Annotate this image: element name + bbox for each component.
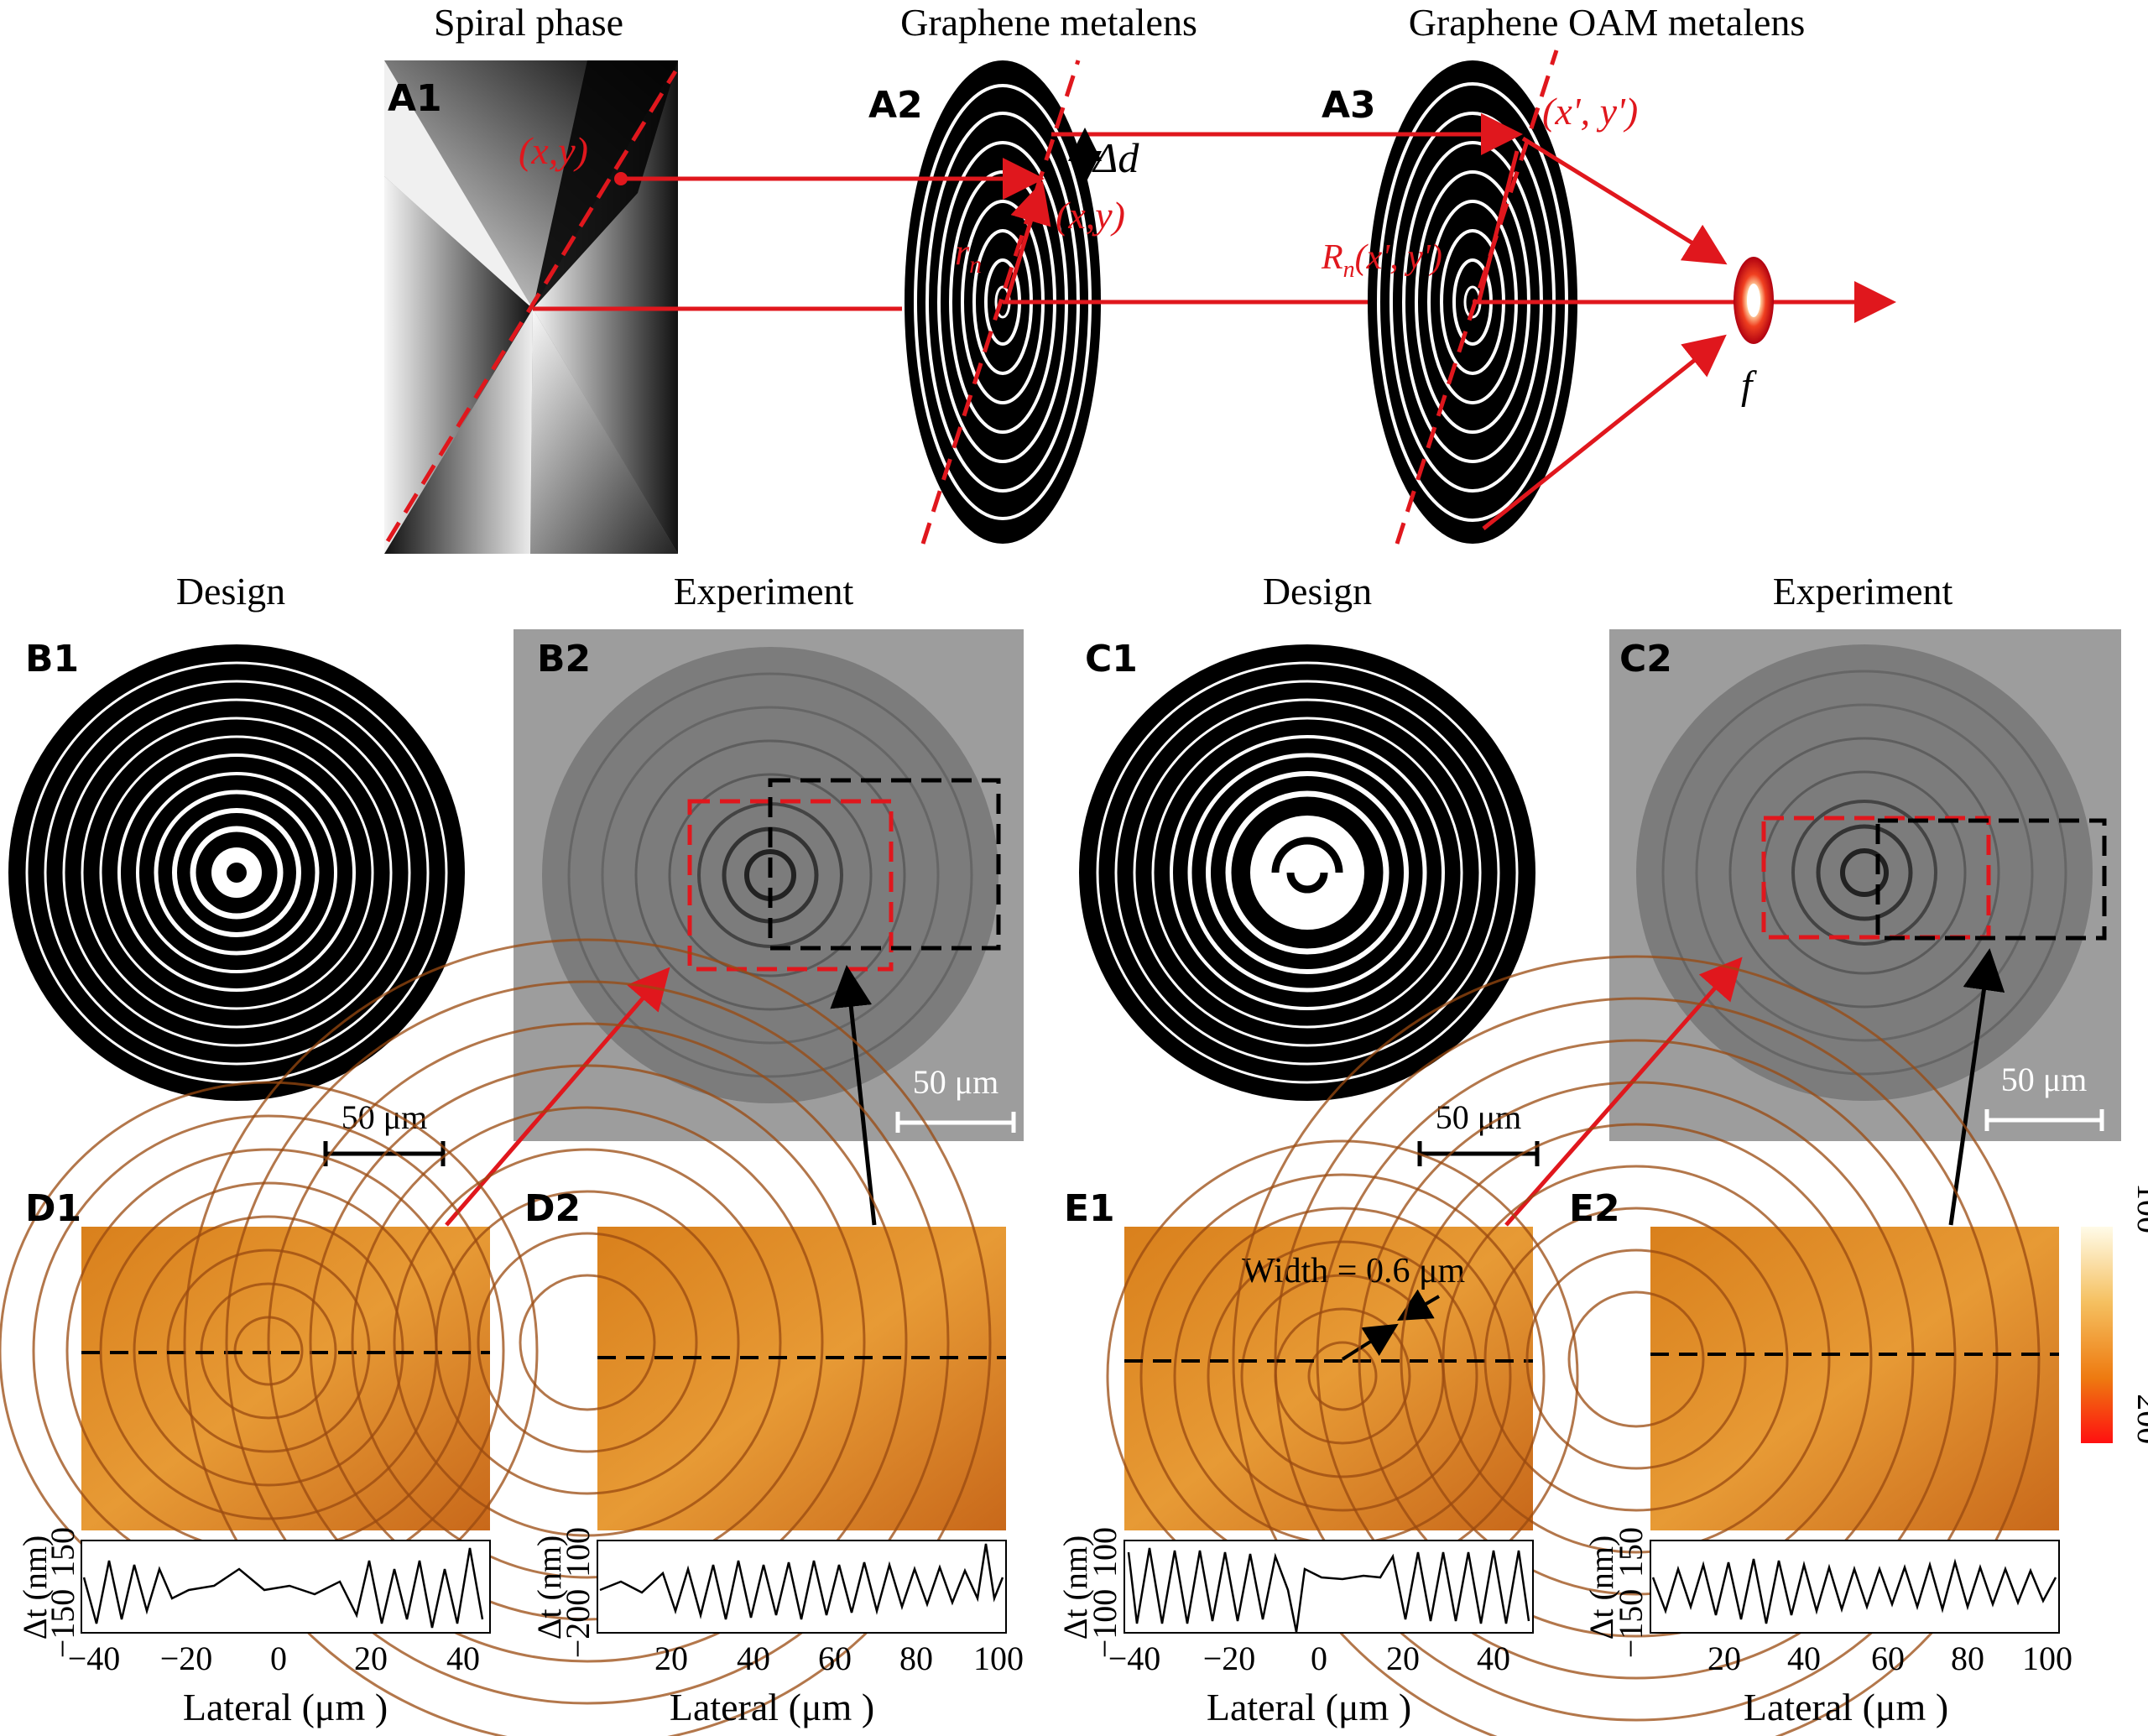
label-e1: E1: [1064, 1187, 1115, 1230]
arrow-d2-to-b2: [830, 965, 877, 1226]
title-graphene-metalens: Graphene metalens: [900, 1, 1197, 44]
profile-e1-ylabel: Δt (nm): [1056, 1535, 1094, 1640]
afm-d2: [183, 938, 1006, 1736]
profile-d1-xlabel: Lateral (μm ): [183, 1686, 388, 1728]
caption-c2: Experiment: [1773, 570, 1953, 613]
scalebar-b2-label: 50 μm: [913, 1063, 999, 1101]
svg-text:−200: −200: [559, 1589, 597, 1659]
design-b1: [8, 644, 465, 1101]
label-a2: A2: [868, 84, 923, 127]
colorbar-min: −200: [2130, 1375, 2148, 1445]
colorbar: [2081, 1227, 2113, 1443]
svg-text:−100: −100: [1086, 1589, 1124, 1659]
colorbar-max: 100: [2130, 1183, 2148, 1233]
svg-text:20: 20: [1707, 1640, 1741, 1677]
caption-b2: Experiment: [674, 570, 854, 613]
svg-text:40: 40: [737, 1640, 770, 1677]
svg-text:60: 60: [818, 1640, 852, 1677]
label-c1: C1: [1085, 638, 1138, 680]
svg-text:−40: −40: [68, 1640, 121, 1677]
arrow-e1-to-c2: [1504, 957, 1743, 1227]
label-b1: B1: [25, 638, 79, 680]
profile-d1-ylabel: Δt (nm): [16, 1535, 54, 1640]
afm-e2: [1232, 955, 2059, 1736]
label-c2: C2: [1619, 638, 1672, 680]
profile-d2-xlabel: Lateral (μm ): [670, 1686, 874, 1728]
arrow-e2-to-c2: [1948, 948, 2005, 1226]
profile-e1: Δt (nm) 100 −100 −40 −20 0 20 40 Lateral…: [1056, 1527, 1534, 1728]
svg-text:150: 150: [1612, 1527, 1650, 1577]
scalebar-c2-label: 50 μm: [2001, 1061, 2088, 1098]
label-b2: B2: [537, 638, 591, 680]
title-spiral-phase: Spiral phase: [434, 1, 623, 44]
title-graphene-oam-metalens: Graphene OAM metalens: [1409, 1, 1806, 44]
panel-bc: Design Experiment Design Experiment B1 5…: [8, 570, 2121, 1227]
panel-a: Spiral phase Graphene metalens Graphene …: [384, 1, 1896, 554]
panel-de: Width = 0.6 μm D1 D2 E1 E2 100 −200 Δt (…: [0, 938, 2148, 1736]
label-a1: A1: [388, 77, 442, 120]
annotation-delta-d: Δd: [1092, 134, 1139, 181]
label-d2: D2: [524, 1187, 581, 1230]
annotation-xy-1: (x,y): [519, 129, 588, 172]
svg-text:−20: −20: [160, 1640, 213, 1677]
svg-text:−20: −20: [1203, 1640, 1256, 1677]
annotation-R-n: Rn(x', y'): [1321, 238, 1442, 283]
annotation-r-n: rn: [955, 232, 982, 279]
design-c1: [1079, 644, 1535, 1101]
profile-e2-xlabel: Lateral (μm ): [1744, 1686, 1948, 1728]
svg-text:80: 80: [1951, 1640, 1984, 1677]
svg-text:100: 100: [2022, 1640, 2072, 1677]
ray-paths: [533, 113, 1896, 530]
label-d1: D1: [25, 1187, 81, 1230]
svg-text:−150: −150: [1612, 1589, 1650, 1659]
arrow-d1-to-b2: [445, 967, 670, 1227]
caption-b1: Design: [176, 570, 285, 613]
point-xy-marker: [614, 172, 628, 185]
svg-text:0: 0: [270, 1640, 287, 1677]
profile-e2-ylabel: Δt (nm): [1582, 1535, 1620, 1640]
svg-text:80: 80: [899, 1640, 933, 1677]
label-a3: A3: [1322, 84, 1376, 127]
scalebar-c1-label: 50 μm: [1436, 1098, 1522, 1136]
svg-text:20: 20: [354, 1640, 388, 1677]
width-annotation: Width = 0.6 μm: [1242, 1252, 1466, 1290]
profile-e1-xlabel: Lateral (μm ): [1207, 1686, 1411, 1728]
svg-text:150: 150: [44, 1527, 81, 1577]
annotation-xy-2: (x,y): [1056, 194, 1125, 237]
scalebar-b1-label: 50 μm: [341, 1098, 428, 1136]
svg-text:40: 40: [1477, 1640, 1510, 1677]
afm-d1: [0, 1081, 539, 1621]
svg-text:0: 0: [1311, 1640, 1327, 1677]
profile-d1: Δt (nm) 150 −150 −40 −20 0 20 40 Lateral…: [16, 1527, 491, 1728]
svg-text:20: 20: [1386, 1640, 1420, 1677]
svg-text:100: 100: [1086, 1527, 1124, 1577]
caption-c1: Design: [1263, 570, 1372, 613]
svg-text:100: 100: [559, 1527, 597, 1577]
profile-d2-ylabel: Δt (nm): [530, 1535, 568, 1640]
svg-text:−150: −150: [44, 1589, 81, 1659]
annotation-xy-prime: (x', y'): [1542, 90, 1638, 133]
svg-text:40: 40: [1787, 1640, 1821, 1677]
svg-text:20: 20: [654, 1640, 688, 1677]
profile-d2: Δt (nm) 100 −200 20 40 60 80 100 Lateral…: [530, 1527, 1024, 1728]
svg-text:60: 60: [1871, 1640, 1905, 1677]
annotation-focus: f: [1741, 363, 1757, 408]
svg-text:100: 100: [973, 1640, 1024, 1677]
label-e2: E2: [1569, 1187, 1620, 1230]
profile-e2: Δt (nm) 150 −150 20 40 60 80 100 Lateral…: [1582, 1527, 2072, 1728]
svg-text:−40: −40: [1108, 1640, 1161, 1677]
svg-text:40: 40: [446, 1640, 480, 1677]
